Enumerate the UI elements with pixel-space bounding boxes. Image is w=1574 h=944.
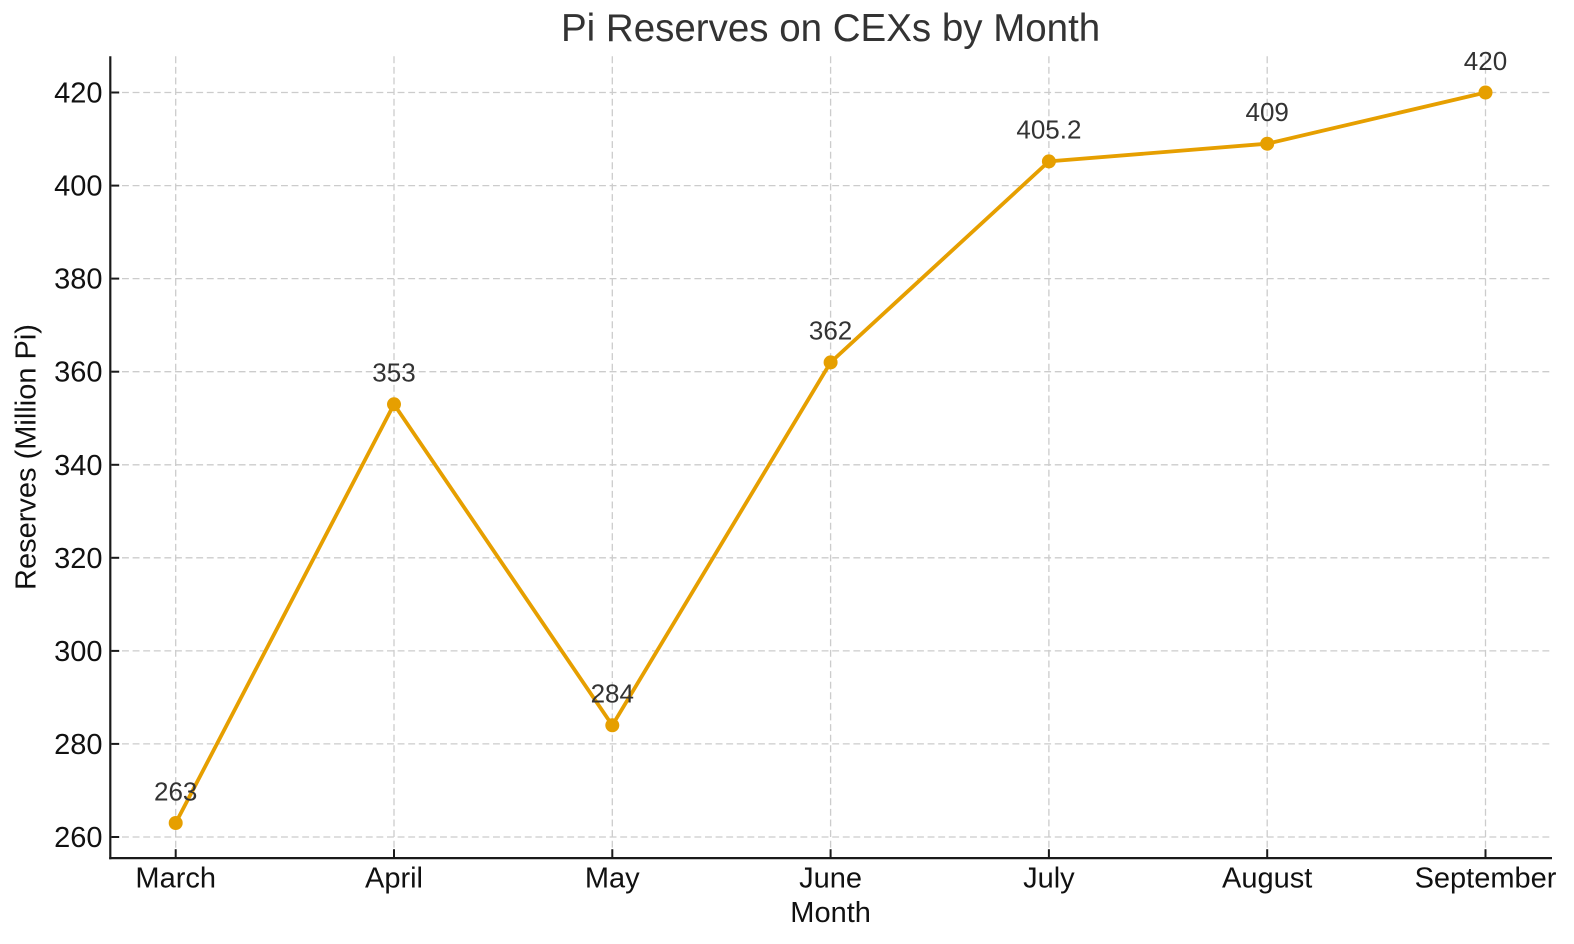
svg-text:April: April [365, 862, 423, 894]
svg-text:July: July [1023, 862, 1075, 894]
svg-text:March: March [135, 862, 216, 894]
svg-text:May: May [585, 862, 640, 894]
svg-text:280: 280 [54, 729, 102, 761]
svg-text:June: June [799, 862, 862, 894]
svg-text:263: 263 [154, 776, 197, 806]
svg-text:Reserves (Million Pi): Reserves (Million Pi) [11, 324, 43, 590]
svg-text:360: 360 [54, 357, 102, 389]
svg-text:400: 400 [54, 171, 102, 203]
svg-text:Pi Reserves on CEXs by Month: Pi Reserves on CEXs by Month [561, 7, 1100, 50]
svg-text:353: 353 [372, 358, 415, 388]
svg-text:420: 420 [54, 78, 102, 110]
svg-text:362: 362 [809, 316, 852, 346]
svg-text:284: 284 [591, 679, 634, 709]
svg-text:300: 300 [54, 636, 102, 668]
svg-text:380: 380 [54, 264, 102, 296]
svg-text:409: 409 [1246, 97, 1289, 127]
svg-text:420: 420 [1464, 46, 1507, 76]
svg-text:340: 340 [54, 450, 102, 482]
svg-text:September: September [1415, 862, 1557, 894]
svg-text:260: 260 [54, 822, 102, 854]
svg-text:405.2: 405.2 [1016, 115, 1081, 145]
svg-text:Month: Month [790, 897, 871, 929]
svg-text:August: August [1222, 862, 1312, 894]
svg-text:320: 320 [54, 543, 102, 575]
